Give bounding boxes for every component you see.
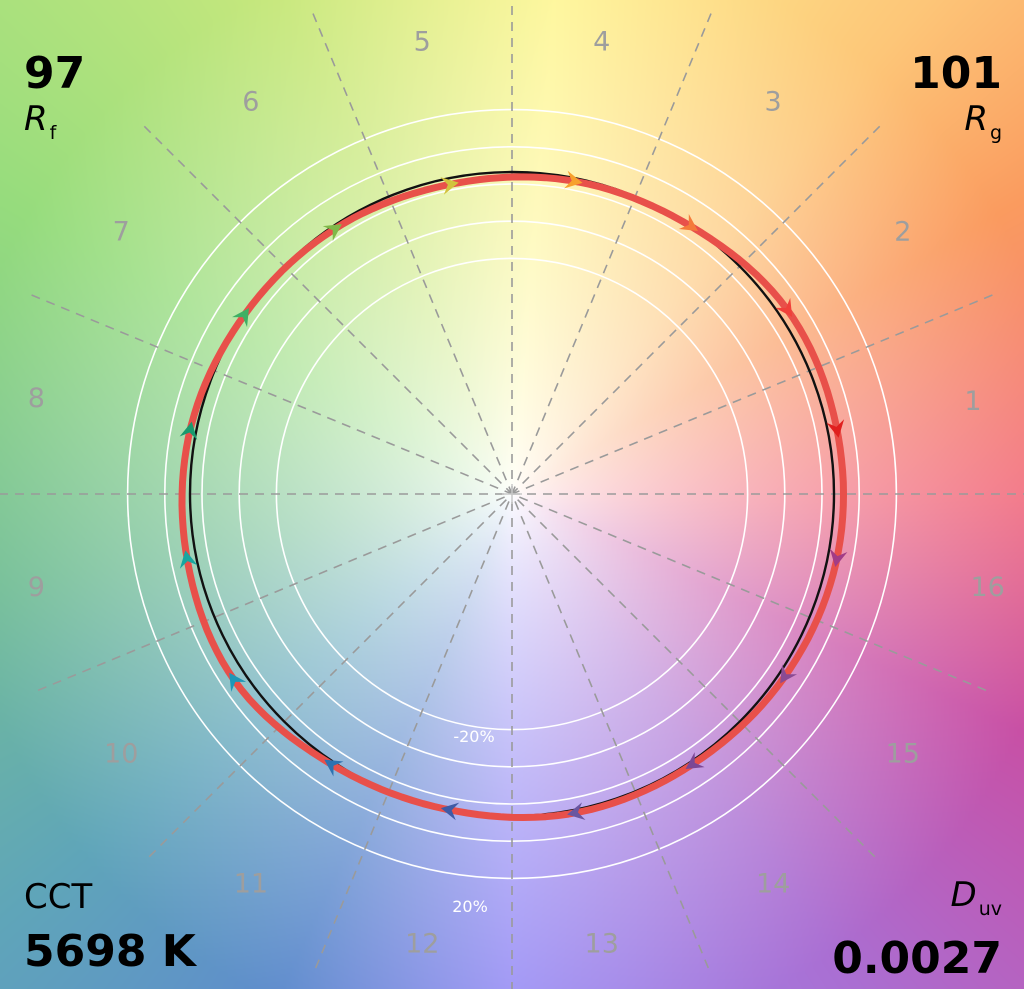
hue-bin-label-12: 12: [405, 929, 439, 960]
duv-value: 0.0027: [832, 933, 1002, 984]
hue-bin-label-5: 5: [414, 26, 431, 57]
hue-bin-label-3: 3: [765, 87, 782, 118]
hue-arrow-6: [322, 224, 342, 242]
hue-arrow-15: [780, 664, 798, 684]
hue-bin-label-11: 11: [234, 868, 268, 899]
hue-bin-label-6: 6: [242, 87, 259, 118]
hue-arrow-4: [564, 170, 583, 189]
hue-arrow-1: [826, 419, 845, 438]
cct-value: 5698 K: [24, 926, 196, 977]
ring-label-plus20: 20%: [452, 897, 488, 916]
rf-label-main: R: [24, 99, 48, 139]
duv-label-main: D: [950, 875, 977, 915]
hue-bin-label-2: 2: [894, 216, 911, 247]
ring-label-minus20: -20%: [453, 727, 494, 746]
hue-bin-label-14: 14: [756, 868, 790, 899]
hue-arrow-16: [829, 548, 848, 567]
test-series-line: [178, 173, 847, 821]
hue-bin-label-7: 7: [113, 216, 130, 247]
rg-label-main: R: [964, 99, 988, 139]
rf-value: 97: [24, 48, 86, 99]
hue-bin-label-8: 8: [28, 383, 45, 414]
hue-arrow-10: [229, 672, 247, 692]
hue-bin-label-9: 9: [28, 572, 45, 603]
cct-label: CCT: [24, 877, 93, 917]
hue-bin-label-10: 10: [104, 739, 138, 770]
hue-arrow-9: [179, 550, 198, 569]
rf-label-sub: f: [49, 122, 57, 144]
hue-arrow-2: [775, 297, 793, 318]
hue-arrows-group: [179, 170, 848, 821]
cct-block: CCT 5698 K: [24, 880, 196, 974]
hue-bin-label-4: 4: [593, 26, 610, 57]
hue-arrow-13: [567, 802, 586, 821]
hue-bin-label-13: 13: [585, 929, 619, 960]
duv-label-sub: uv: [978, 898, 1002, 920]
hue-bin-label-1: 1: [964, 386, 981, 417]
hue-bin-label-16: 16: [971, 572, 1005, 603]
hue-arrow-7: [232, 308, 249, 328]
hue-arrow-3: [678, 214, 698, 231]
rg-label-sub: g: [989, 122, 1002, 144]
hue-arrow-5: [440, 177, 459, 195]
hue-arrow-14: [685, 752, 705, 770]
hue-arrow-8: [179, 421, 198, 441]
hue-arrow-11: [324, 759, 344, 777]
hue-bin-label-15: 15: [886, 739, 920, 770]
hue-arrow-12: [440, 802, 460, 821]
rg-value: 101: [910, 48, 1002, 99]
